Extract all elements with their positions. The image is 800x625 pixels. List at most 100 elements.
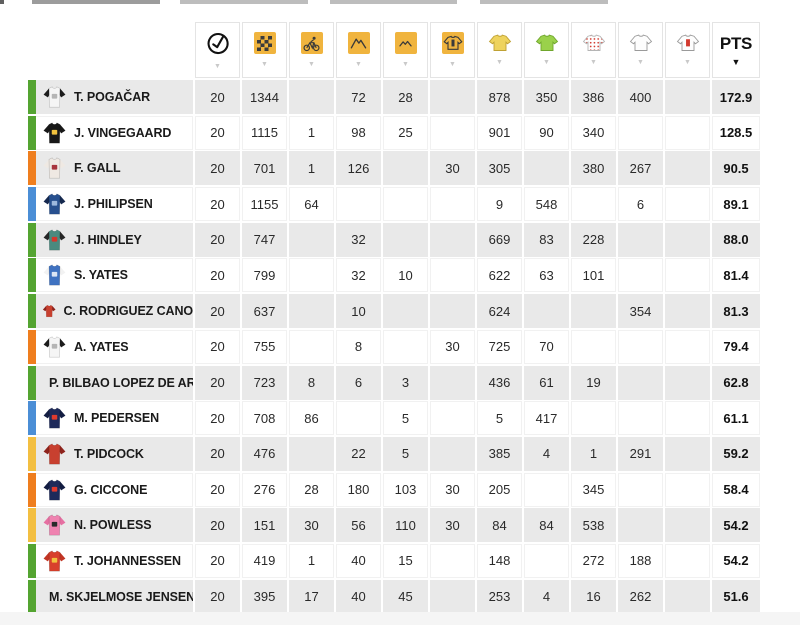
stat-cell-mountain (336, 187, 381, 222)
pts-value: 172.9 (719, 89, 753, 105)
stat-cell-combativity (430, 258, 475, 293)
rider-cell[interactable]: C. RODRIGUEZ CANO (28, 294, 193, 329)
rider-cell[interactable]: P. BILBAO LOPEZ DE AR (28, 365, 193, 400)
column-header-combativity[interactable]: ▼ (430, 22, 475, 78)
stat-cell-polka: 345 (571, 472, 616, 507)
column-header-stage-points[interactable]: ▼ (242, 22, 287, 78)
table-row[interactable]: A. YATES 20 755 8 30 725 70 79.4 (28, 329, 760, 364)
stat-cell-yellow: 84 (477, 508, 522, 543)
stat-cell-hills: 10 (383, 258, 428, 293)
table-row[interactable]: J. HINDLEY 20 747 32 669 83 228 88.0 (28, 222, 760, 257)
stat-cell-combativity (430, 115, 475, 150)
pts-value: 59.2 (723, 446, 749, 462)
stat-cell-hills: 5 (383, 436, 428, 471)
rider-cell[interactable]: A. YATES (28, 329, 193, 364)
column-header-green-jersey[interactable]: ▼ (524, 22, 569, 78)
team-color-bar (28, 543, 36, 578)
stat-cell-mountain: 10 (336, 294, 381, 329)
pts-cell: 81.4 (712, 258, 760, 293)
stat-cell-stage-points: 755 (242, 329, 287, 364)
pts-cell: 58.4 (712, 472, 760, 507)
rider-cell[interactable]: T. JOHANNESSEN (28, 543, 193, 578)
column-header-stages[interactable]: ▼ (195, 22, 240, 78)
rider-cell[interactable]: T. POGAČAR (28, 80, 193, 114)
stat-cell-mountain: 40 (336, 543, 381, 578)
stat-cell-red-number (665, 365, 710, 400)
column-header-hills[interactable]: ▼ (383, 22, 428, 78)
table-row[interactable]: J. VINGEGAARD 20 1115 1 98 25 901 90 340… (28, 115, 760, 150)
team-jersey-icon (43, 122, 66, 144)
stat-cell-stage-points: 395 (242, 579, 287, 614)
team-jersey-icon (43, 443, 66, 465)
rider-name: J. VINGEGAARD (74, 125, 172, 140)
pts-cell: 128.5 (712, 115, 760, 150)
white-jersey-icon (629, 34, 652, 51)
stat-cell-yellow: 878 (477, 80, 522, 114)
table-row[interactable]: C. RODRIGUEZ CANO 20 637 10 624 354 81.3 (28, 294, 760, 329)
rider-cell[interactable]: M. PEDERSEN (28, 401, 193, 436)
column-header-yellow-jersey[interactable]: ▼ (477, 22, 522, 78)
team-jersey-icon (43, 86, 66, 108)
yellow-jersey-icon (488, 34, 511, 51)
rider-cell[interactable]: M. SKJELMOSE JENSEN (28, 579, 193, 614)
table-row[interactable]: P. BILBAO LOPEZ DE AR 20 723 8 6 3 436 6… (28, 365, 760, 400)
table-row[interactable]: N. POWLESS 20 151 30 56 110 30 84 84 538… (28, 508, 760, 543)
rider-cell[interactable]: T. PIDCOCK (28, 436, 193, 471)
big-mountain-icon (347, 32, 370, 54)
stat-cell-red-number (665, 294, 710, 329)
stat-cell-stage-points: 637 (242, 294, 287, 329)
stat-cell-red-number (665, 151, 710, 186)
team-color-bar (28, 258, 36, 293)
column-header-polka-jersey[interactable]: ▼ (571, 22, 616, 78)
table-row[interactable]: M. SKJELMOSE JENSEN 20 395 17 40 45 253 … (28, 579, 760, 614)
stat-cell-red-number (665, 579, 710, 614)
column-header-red-number[interactable]: ▼ (665, 22, 710, 78)
stat-cell-polka: 19 (571, 365, 616, 400)
stat-cell-sprint: 64 (289, 187, 334, 222)
table-row[interactable]: J. PHILIPSEN 20 1155 64 9 548 6 89.1 (28, 187, 760, 222)
stat-cell-green (524, 151, 569, 186)
page-footer-strip (0, 612, 800, 625)
stat-cell-red-number (665, 436, 710, 471)
team-jersey-icon (43, 157, 66, 179)
rider-cell[interactable]: S. YATES (28, 258, 193, 293)
column-header-pts[interactable]: PTS ▼ (712, 22, 760, 78)
rider-name: T. JOHANNESSEN (74, 553, 181, 568)
column-header-mountain[interactable]: ▼ (336, 22, 381, 78)
rider-cell[interactable]: J. HINDLEY (28, 222, 193, 257)
stat-cell-polka: 228 (571, 222, 616, 257)
table-row[interactable]: G. CICCONE 20 276 28 180 103 30 205 345 … (28, 472, 760, 507)
sprint-cyclist-icon (300, 32, 323, 54)
team-color-bar (28, 579, 36, 614)
table-row[interactable]: S. YATES 20 799 32 10 622 63 101 81.4 (28, 258, 760, 293)
table-row[interactable]: T. JOHANNESSEN 20 419 1 40 15 148 272 18… (28, 543, 760, 578)
stat-cell-stages: 20 (195, 579, 240, 614)
rider-cell[interactable]: F. GALL (28, 151, 193, 186)
rider-cell[interactable]: J. PHILIPSEN (28, 187, 193, 222)
table-row[interactable]: M. PEDERSEN 20 708 86 5 5 417 61.1 (28, 401, 760, 436)
stat-cell-mountain (336, 401, 381, 436)
table-row[interactable]: T. PIDCOCK 20 476 22 5 385 4 1 291 59.2 (28, 436, 760, 471)
pts-cell: 79.4 (712, 329, 760, 364)
table-row[interactable]: F. GALL 20 701 1 126 30 305 380 267 90.5 (28, 151, 760, 186)
stat-cell-white: 291 (618, 436, 663, 471)
stat-cell-stages: 20 (195, 543, 240, 578)
rider-cell[interactable]: G. CICCONE (28, 472, 193, 507)
stat-cell-sprint (289, 436, 334, 471)
stat-cell-sprint: 28 (289, 472, 334, 507)
stat-cell-combativity (430, 401, 475, 436)
team-color-bar (28, 365, 36, 400)
rider-cell[interactable]: J. VINGEGAARD (28, 115, 193, 150)
stat-cell-hills: 110 (383, 508, 428, 543)
stat-cell-stages: 20 (195, 329, 240, 364)
team-color-bar (28, 294, 36, 329)
stat-cell-yellow: 9 (477, 187, 522, 222)
table-row[interactable]: T. POGAČAR 20 1344 72 28 878 350 386 400… (28, 80, 760, 114)
sort-arrow: ▼ (261, 61, 268, 68)
column-header-white-jersey[interactable]: ▼ (618, 22, 663, 78)
stat-cell-hills: 103 (383, 472, 428, 507)
rider-cell[interactable]: N. POWLESS (28, 508, 193, 543)
sort-arrow: ▼ (449, 61, 456, 68)
column-header-sprint[interactable]: ▼ (289, 22, 334, 78)
stat-cell-combativity (430, 294, 475, 329)
